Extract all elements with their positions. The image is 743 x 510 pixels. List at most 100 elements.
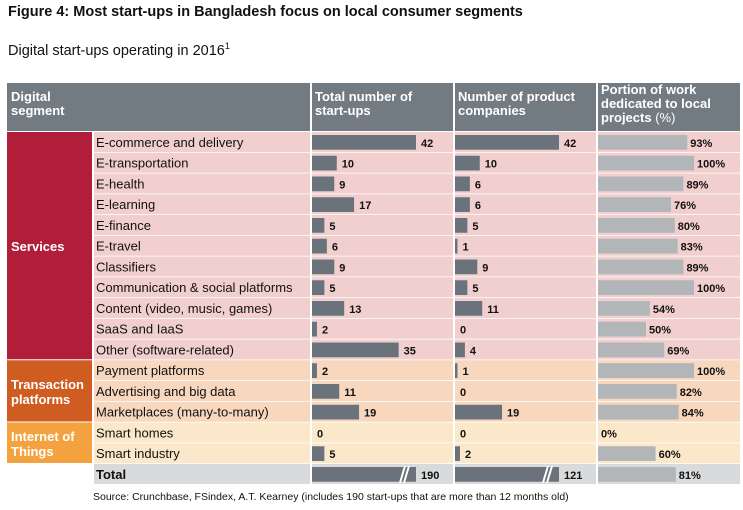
table-row	[93, 132, 740, 153]
local-share-bar	[598, 342, 665, 358]
total-startups-value: 35	[404, 345, 416, 357]
product-companies-value: 4	[470, 345, 477, 357]
local-share-value: 80%	[678, 221, 700, 233]
group-band	[7, 422, 93, 464]
local-share-bar	[598, 301, 650, 316]
local-share-value: 0%	[601, 428, 617, 440]
product-companies-value: 0	[460, 428, 466, 440]
local-share-value: 100%	[697, 366, 725, 378]
figure-title: Figure 4: Most start-ups in Bangladesh f…	[8, 4, 523, 20]
total-startups-value: 0	[317, 428, 323, 440]
header-band	[7, 83, 740, 131]
local-share-value: 84%	[682, 408, 704, 420]
column-header-4: dedicated to local	[601, 96, 711, 111]
product-companies-bar	[455, 363, 458, 378]
table-row	[93, 381, 740, 402]
total-startups-bar	[312, 218, 325, 233]
local-share-bar	[598, 176, 684, 192]
product-companies-value: 6	[475, 179, 481, 191]
total-startups-value: 13	[349, 304, 361, 316]
segment-label: Marketplaces (many-to-many)	[96, 405, 269, 420]
total-startups-value: 5	[329, 221, 335, 233]
total-startups-value: 190	[421, 470, 439, 482]
column-header-2: Total number of	[315, 89, 413, 104]
total-startups-value: 19	[364, 408, 376, 420]
product-companies-value: 9	[482, 262, 488, 274]
group-label: platforms	[11, 392, 70, 407]
product-companies-value: 0	[460, 325, 466, 337]
group-label: Services	[11, 239, 65, 254]
local-share-bar	[598, 280, 694, 295]
total-startups-bar	[312, 342, 399, 358]
total-startups-value: 6	[332, 242, 338, 254]
segment-label: E-finance	[96, 218, 151, 233]
segment-label: E-travel	[96, 239, 141, 254]
product-companies-bar	[455, 467, 559, 482]
product-companies-bar	[455, 404, 503, 420]
local-share-value: 60%	[659, 449, 681, 461]
segment-label: Payment platforms	[96, 363, 205, 378]
footnote-marker: 1	[224, 41, 230, 51]
axis-break-mark	[546, 465, 553, 484]
table-row	[93, 173, 740, 195]
segment-label: Other (software-related)	[96, 342, 234, 357]
local-share-value: 50%	[649, 325, 671, 337]
total-startups-value: 17	[359, 200, 371, 212]
column-header-2: start-ups	[315, 103, 371, 118]
product-companies-value: 19	[507, 408, 519, 420]
local-share-value: 54%	[653, 304, 675, 316]
local-share-bar	[598, 384, 677, 399]
group-label: Things	[11, 444, 54, 459]
axis-break-mark	[399, 465, 406, 484]
product-companies-bar	[455, 197, 470, 212]
product-companies-bar	[455, 259, 478, 275]
total-startups-bar	[312, 155, 337, 171]
local-share-bar	[598, 259, 684, 275]
local-share-bar	[598, 238, 678, 254]
local-share-value: 81%	[679, 470, 701, 482]
segment-label: SaaS and IaaS	[96, 322, 184, 337]
total-startups-bar	[312, 280, 325, 295]
segment-label: E-transportation	[96, 156, 189, 171]
product-companies-value: 1	[462, 242, 468, 254]
total-startups-value: 42	[421, 138, 433, 150]
local-share-bar	[598, 404, 679, 420]
local-share-bar	[598, 218, 675, 233]
group-band	[7, 132, 93, 361]
product-companies-bar	[455, 301, 483, 316]
total-startups-bar	[312, 197, 355, 212]
total-startups-value: 9	[339, 179, 345, 191]
total-startups-bar	[312, 384, 340, 399]
segment-label: Content (video, music, games)	[96, 301, 272, 316]
total-startups-value: 10	[342, 159, 354, 171]
total-label: Total	[96, 467, 126, 482]
product-companies-value: 5	[472, 283, 478, 295]
figure-subtitle: Digital start-ups operating in 20161	[8, 41, 230, 59]
local-share-bar	[598, 467, 676, 482]
column-header-3: companies	[458, 103, 526, 118]
table-row	[93, 277, 740, 298]
local-share-bar	[598, 363, 694, 378]
table-row	[93, 339, 740, 361]
column-header-4: projects (%)	[601, 110, 675, 125]
product-companies-value: 42	[564, 138, 576, 150]
local-share-value: 83%	[681, 242, 703, 254]
product-companies-bar	[455, 176, 470, 192]
product-companies-bar	[455, 446, 460, 461]
local-share-value: 76%	[674, 200, 696, 212]
column-header-1: Digital	[11, 89, 51, 104]
table-row	[93, 194, 740, 215]
product-companies-value: 2	[465, 449, 471, 461]
product-companies-value: 10	[485, 159, 497, 171]
segment-label: E-commerce and delivery	[96, 135, 244, 150]
product-companies-bar	[455, 238, 458, 254]
product-companies-value: 1	[462, 366, 468, 378]
table-row	[93, 152, 740, 174]
table-row	[93, 256, 740, 278]
product-companies-value: 5	[472, 221, 478, 233]
total-startups-bar	[312, 301, 345, 316]
product-companies-bar	[455, 280, 468, 295]
total-startups-bar	[312, 321, 317, 337]
total-startups-bar	[312, 176, 335, 192]
